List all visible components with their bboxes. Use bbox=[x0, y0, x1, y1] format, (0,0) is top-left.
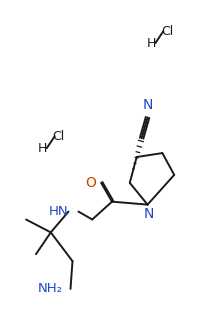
Text: Cl: Cl bbox=[53, 130, 65, 143]
Text: HN: HN bbox=[49, 205, 68, 218]
Text: NH₂: NH₂ bbox=[38, 282, 63, 296]
Text: N: N bbox=[143, 206, 154, 221]
Text: H: H bbox=[147, 36, 156, 49]
Text: N: N bbox=[142, 99, 153, 112]
Text: H: H bbox=[38, 141, 47, 155]
Text: O: O bbox=[85, 176, 96, 190]
Text: Cl: Cl bbox=[161, 25, 173, 38]
